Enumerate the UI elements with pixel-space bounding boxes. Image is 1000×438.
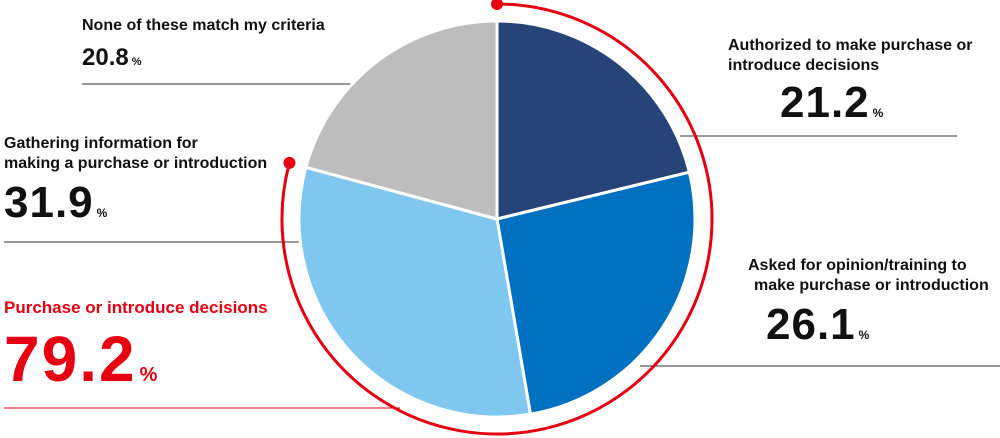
slice-value-gathering: 31.9% (4, 180, 108, 236)
slice-value-gathering-number: 31.9 (4, 178, 94, 227)
highlight-value-number: 79.2 (4, 323, 137, 395)
slice-value-opinion-unit: % (858, 328, 871, 342)
slice-none (304, 19, 499, 221)
highlight-value-unit: % (139, 364, 160, 386)
slice-value-authorized: 21.2% (780, 80, 884, 136)
slice-label-opinion: Asked for opinion/training to make purch… (748, 256, 989, 296)
slice-value-opinion: 26.1% (766, 302, 870, 358)
slice-value-none-number: 20.8 (82, 44, 129, 71)
slice-label-opinion-line1: Asked for opinion/training to (748, 257, 967, 274)
highlight-arc (280, 2, 714, 436)
highlight-arc-end-dot (283, 156, 296, 169)
slice-label-gathering-line2: making a purchase or introduction (4, 155, 268, 172)
slice-label-opinion-line2: make purchase or introduction (754, 277, 989, 294)
highlight-value: 79.2% (4, 326, 159, 408)
slice-gathering (297, 165, 533, 419)
slice-authorized (495, 19, 692, 221)
slice-value-none-unit: % (131, 56, 142, 68)
slice-label-authorized-line1: Authorized to make purchase or (728, 37, 973, 54)
slice-label-authorized-line2: introduce decisions (728, 57, 880, 74)
slice-value-none: 20.8% (82, 44, 142, 76)
slice-label-authorized: Authorized to make purchase or introduce… (728, 36, 973, 76)
slice-label-none: None of these match my criteria (82, 16, 325, 36)
highlight-arc-start-dot (491, 0, 503, 10)
slice-label-gathering-line1: Gathering information for (4, 135, 198, 152)
slice-value-gathering-unit: % (96, 206, 109, 220)
slice-opinion (495, 170, 697, 416)
slice-label-none-line1: None of these match my criteria (82, 17, 325, 34)
slice-label-gathering: Gathering information for making a purch… (4, 134, 267, 174)
slice-value-opinion-number: 26.1 (766, 300, 856, 349)
highlight-label: Purchase or introduce decisions (4, 298, 268, 317)
slice-value-authorized-unit: % (872, 106, 885, 120)
slice-value-authorized-number: 21.2 (780, 78, 870, 127)
